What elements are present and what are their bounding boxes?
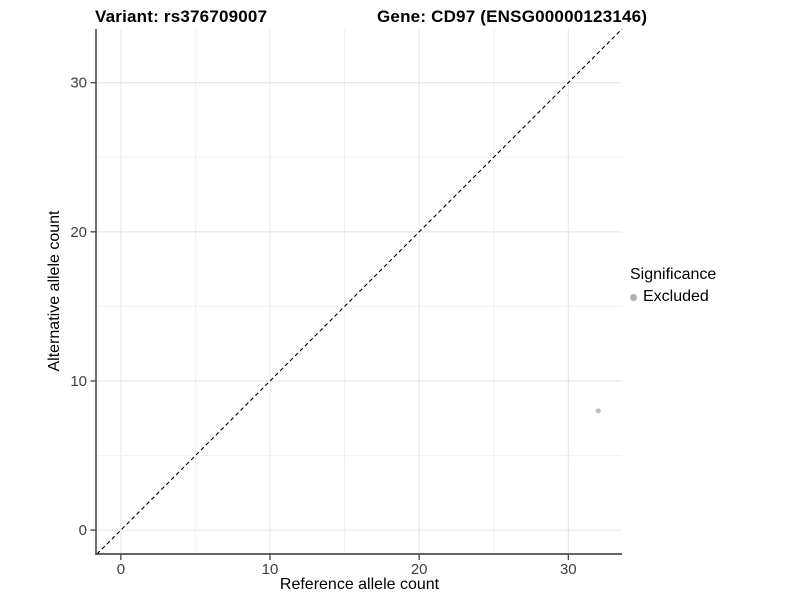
y-tick-label: 30: [70, 75, 87, 92]
y-tick-label: 20: [70, 224, 87, 241]
legend-title: Significance: [630, 266, 717, 283]
x-axis-title: Reference allele count: [279, 576, 440, 593]
data-point: [595, 408, 601, 414]
y-tick-label: 0: [79, 522, 87, 539]
x-tick-label: 10: [262, 561, 279, 578]
legend-item-label: Excluded: [643, 288, 709, 305]
x-tick-label: 30: [560, 561, 577, 578]
x-tick-label: 0: [117, 561, 125, 578]
plot-title-variant: Variant: rs376709007: [95, 7, 268, 26]
x-tick-label: 20: [411, 561, 428, 578]
y-axis-title: Alternative allele count: [46, 210, 63, 372]
identity-reference-line: [96, 28, 623, 555]
y-tick-label: 10: [70, 373, 87, 390]
legend: Significance Excluded: [630, 266, 716, 306]
plot-title-gene: Gene: CD97 (ENSG00000123146): [377, 7, 648, 26]
legend-item: Excluded: [630, 288, 716, 306]
legend-point-marker-icon: [630, 293, 637, 301]
